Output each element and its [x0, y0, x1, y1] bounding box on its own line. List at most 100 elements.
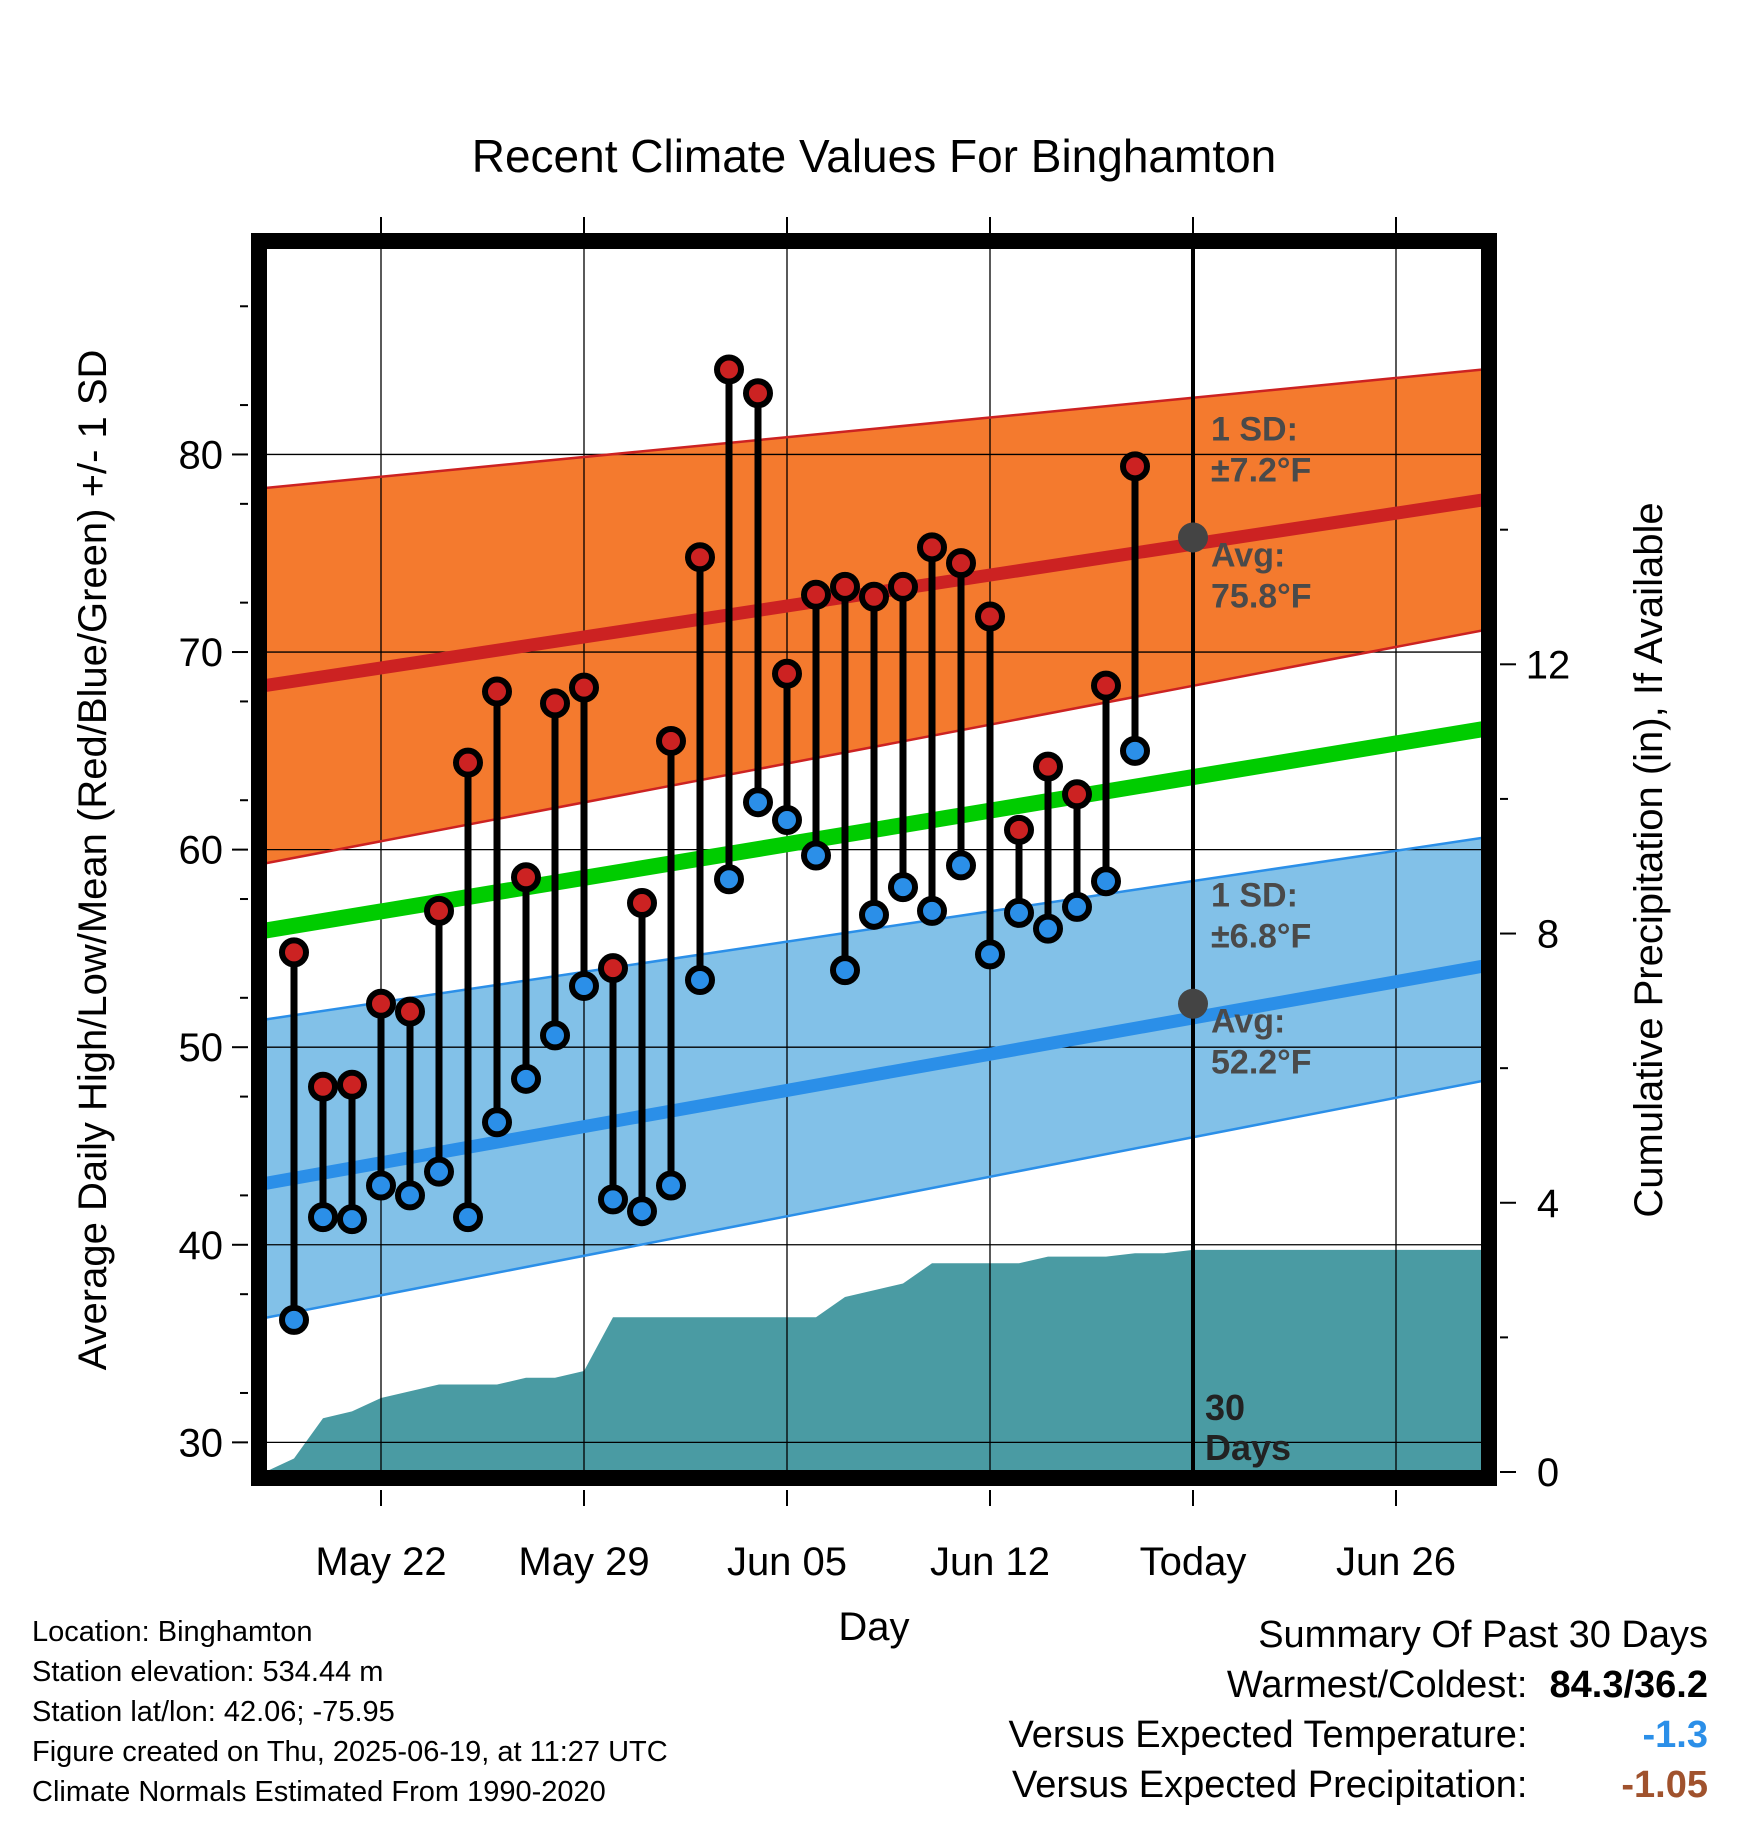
- daily-high-point: [569, 672, 599, 703]
- daily-low-point: [395, 1180, 425, 1211]
- high-avg-value: 75.8°F: [1211, 577, 1312, 615]
- info-elevation: Station elevation: 534.44 m: [32, 1656, 384, 1688]
- daily-low-point: [540, 1020, 570, 1051]
- summary-panel: Summary Of Past 30 Days Warmest/Coldest:…: [1009, 1610, 1708, 1810]
- daily-low-point: [453, 1202, 483, 1233]
- summary-title: Summary Of Past 30 Days: [1258, 1614, 1708, 1656]
- daily-high-point: [859, 581, 889, 612]
- station-info: Location: Binghamton Station elevation: …: [32, 1612, 668, 1812]
- summary-warm-cold-value: 84.3/36.2: [1549, 1664, 1708, 1706]
- daily-high-point: [656, 725, 686, 756]
- y-tick-label: 60: [179, 829, 224, 873]
- daily-low-point: [656, 1170, 686, 1201]
- daily-low-point: [569, 970, 599, 1001]
- daily-high-point: [1004, 814, 1034, 845]
- daily-low-point: [279, 1304, 309, 1335]
- x-tick-label: May 29: [518, 1540, 649, 1584]
- days-label-number: 30: [1205, 1387, 1245, 1428]
- daily-high-point: [540, 688, 570, 719]
- daily-high-point: [366, 988, 396, 1019]
- daily-low-point: [1120, 735, 1150, 766]
- info-latlon: Station lat/lon: 42.06; -75.95: [32, 1696, 395, 1728]
- daily-low-point: [714, 864, 744, 895]
- chart-frame: [251, 233, 1497, 1486]
- daily-high-point: [308, 1071, 338, 1102]
- daily-high-point: [337, 1069, 367, 1100]
- daily-high-point: [801, 579, 831, 610]
- daily-low-point: [946, 850, 976, 881]
- daily-low-point: [801, 840, 831, 871]
- high-sd-label: 1 SD:: [1211, 410, 1298, 448]
- daily-high-point: [511, 862, 541, 893]
- daily-low-point: [1004, 897, 1034, 928]
- y2-tick-label: 4: [1537, 1182, 1559, 1226]
- low-sd-lower-line: [265, 1079, 1483, 1320]
- info-location: Location: Binghamton: [32, 1616, 313, 1648]
- summary-warm-cold-label: Warmest/Coldest:: [1226, 1664, 1528, 1706]
- daily-high-point: [1033, 751, 1063, 782]
- summary-precip-label: Versus Expected Precipitation:: [1012, 1764, 1528, 1806]
- daily-low-point: [337, 1204, 367, 1235]
- daily-high-point: [830, 571, 860, 602]
- daily-low-point: [685, 965, 715, 996]
- low-sd-value: ±6.8°F: [1211, 918, 1311, 956]
- high-sd-upper-line: [265, 368, 1483, 490]
- daily-high-point: [1091, 670, 1121, 701]
- daily-low-point: [772, 804, 802, 835]
- daily-high-point: [975, 601, 1005, 632]
- chart-axes: 30 40 50 60 70 80 0 4 8 12 May 22 May 29 Jun 05 Jun 1…: [71, 217, 1671, 1649]
- summary-warm-cold-row: Warmest/Coldest: 84.3/36.2: [1009, 1660, 1708, 1710]
- summary-temp-row: Versus Expected Temperature: -1.3: [1009, 1710, 1708, 1760]
- y-axis-label: Average Daily High/Low/Mean (Red/Blue/Gr…: [71, 350, 115, 1371]
- low-sd-label: 1 SD:: [1211, 877, 1298, 915]
- summary-temp-value: -1.3: [1642, 1714, 1708, 1756]
- daily-low-point: [308, 1202, 338, 1233]
- high-avg-today-marker: [1178, 522, 1208, 553]
- daily-high-point: [743, 378, 773, 409]
- y-tick-label: 80: [179, 433, 224, 477]
- y2-tick-label: 12: [1526, 643, 1571, 687]
- y2-axis-label: Cumulative Precipitation (in), If Availa…: [1627, 502, 1671, 1217]
- daily-high-point: [279, 937, 309, 968]
- daily-high-point: [395, 996, 425, 1027]
- low-avg-today-marker: [1178, 988, 1208, 1019]
- daily-low-point: [424, 1156, 454, 1187]
- precipitation-area: [265, 1249, 1483, 1472]
- daily-low-point: [1033, 913, 1063, 944]
- high-avg-label: Avg:: [1211, 536, 1285, 574]
- daily-low-point: [482, 1107, 512, 1138]
- daily-low-point: [859, 899, 889, 930]
- y-tick-label: 50: [179, 1026, 224, 1070]
- daily-low-point: [917, 895, 947, 926]
- daily-high-point: [424, 895, 454, 926]
- summary-temp-label: Versus Expected Temperature:: [1008, 1714, 1528, 1756]
- daily-high-point: [1120, 451, 1150, 482]
- daily-high-point: [482, 676, 512, 707]
- x-tick-label: Jun 12: [930, 1540, 1050, 1584]
- low-avg-label: Avg:: [1211, 1003, 1285, 1041]
- daily-high-point: [888, 571, 918, 602]
- daily-high-point: [917, 532, 947, 563]
- daily-high-point: [685, 542, 715, 573]
- daily-low-point: [598, 1184, 628, 1215]
- daily-high-point: [598, 953, 628, 984]
- summary-precip-value: -1.05: [1621, 1764, 1708, 1806]
- x-tick-label: Jun 26: [1336, 1540, 1456, 1584]
- daily-low-point: [1091, 866, 1121, 897]
- daily-low-point: [888, 872, 918, 903]
- daily-high-point: [714, 354, 744, 385]
- x-axis-label: Day: [838, 1605, 909, 1649]
- daily-low-point: [975, 939, 1005, 970]
- daily-high-point: [1062, 779, 1092, 810]
- y-tick-label: 40: [179, 1224, 224, 1268]
- days-label-text: Days: [1205, 1427, 1291, 1468]
- chart-title: Recent Climate Values For Binghamton: [472, 130, 1277, 182]
- low-avg-value: 52.2°F: [1211, 1044, 1312, 1082]
- y-tick-label: 30: [179, 1421, 224, 1465]
- daily-low-point: [830, 955, 860, 986]
- plot-border: [251, 233, 1497, 1486]
- chart-daily-points: [279, 354, 1150, 1335]
- daily-low-point: [1062, 891, 1092, 922]
- y2-tick-label: 0: [1537, 1451, 1559, 1495]
